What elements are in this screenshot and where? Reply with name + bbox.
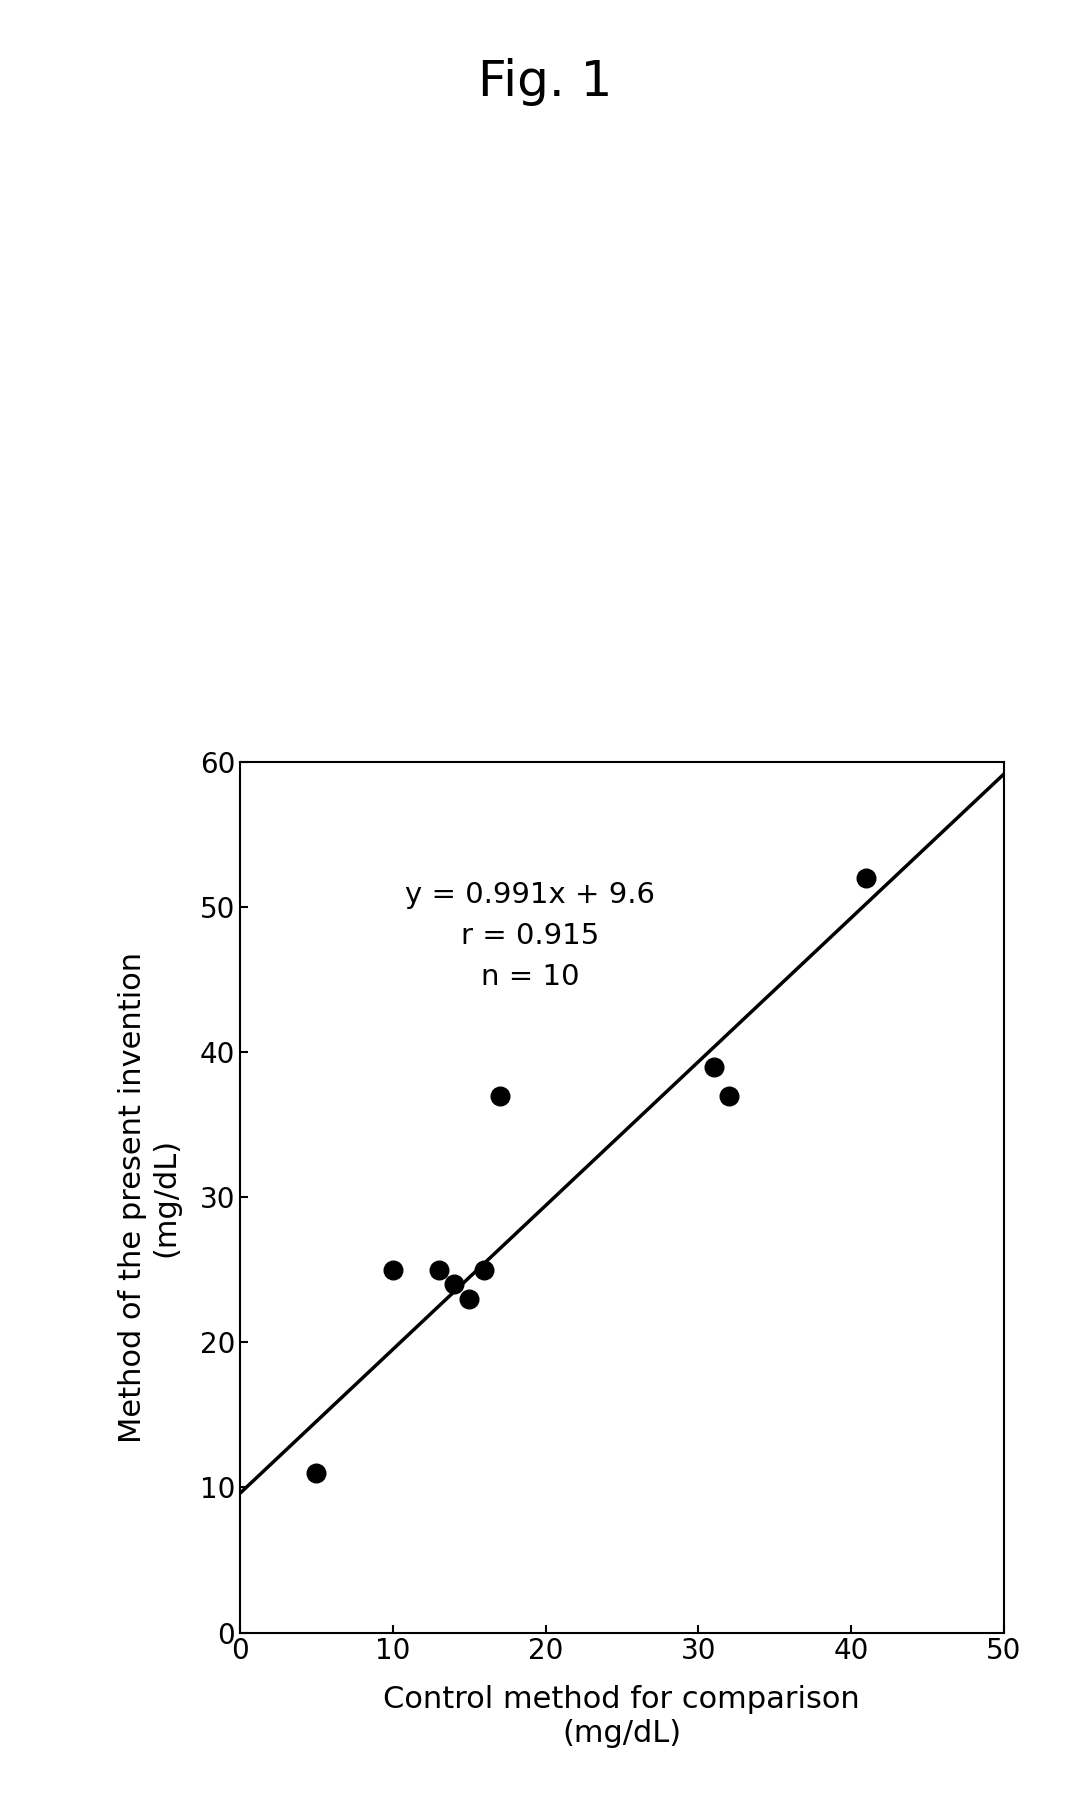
Point — [705, 1052, 722, 1081]
Point — [445, 1270, 463, 1299]
Point — [384, 1255, 401, 1284]
Point — [308, 1458, 325, 1487]
Text: Fig. 1: Fig. 1 — [478, 58, 613, 105]
Text: y = 0.991x + 9.6
r = 0.915
n = 10: y = 0.991x + 9.6 r = 0.915 n = 10 — [405, 882, 656, 990]
Point — [858, 863, 875, 892]
Y-axis label: Method of the present invention
(mg/dL): Method of the present invention (mg/dL) — [118, 952, 180, 1442]
Point — [491, 1081, 508, 1110]
Point — [460, 1284, 478, 1313]
X-axis label: Control method for comparison
(mg/dL): Control method for comparison (mg/dL) — [384, 1685, 860, 1747]
Point — [430, 1255, 447, 1284]
Point — [720, 1081, 738, 1110]
Point — [476, 1255, 493, 1284]
